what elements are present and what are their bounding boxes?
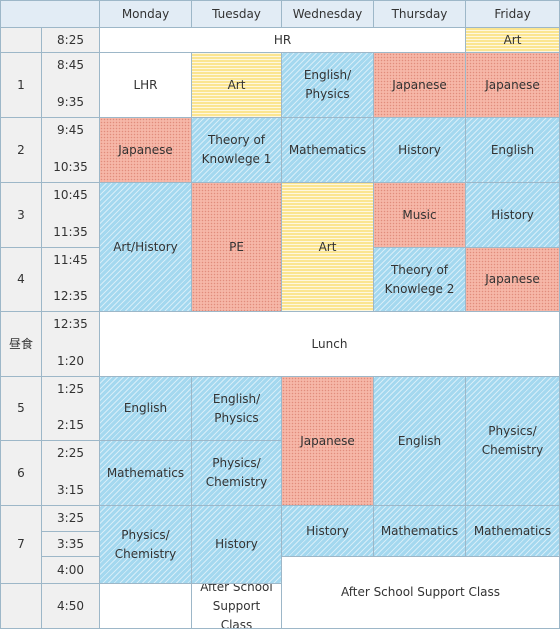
cell-tue-p3-4[interactable]: PE <box>192 183 282 312</box>
cell-mon-p2[interactable]: Japanese <box>100 118 192 183</box>
cell-fri-p2[interactable]: English <box>466 118 560 183</box>
time-period-7-a: 3:25 <box>42 506 100 532</box>
period-lunch-label: 昼食 <box>0 312 42 377</box>
time-period-4: 11:45 12:35 <box>42 248 100 312</box>
cell-fri-p1[interactable]: Japanese <box>466 53 560 118</box>
time-lunch: 12:35 1:20 <box>42 312 100 377</box>
cell-after-school-wed-fri[interactable]: After School Support Class <box>282 557 560 629</box>
cell-tue-after-school[interactable]: After School Support Class <box>192 584 282 629</box>
cell-tue-p1[interactable]: Art <box>192 53 282 118</box>
cell-thu-p7[interactable]: Mathematics <box>374 506 466 557</box>
period-hr-label <box>0 28 42 53</box>
cell-hr[interactable]: HR <box>100 28 466 53</box>
time-start: 8:45 <box>57 58 84 72</box>
time-start: 9:45 <box>57 123 84 137</box>
time-period-3: 10:45 11:35 <box>42 183 100 248</box>
time-period-1: 8:45 9:35 <box>42 53 100 118</box>
cell-fri-p3[interactable]: History <box>466 183 560 248</box>
period-3-label: 3 <box>0 183 42 248</box>
time-period-2: 9:45 10:35 <box>42 118 100 183</box>
cell-thu-p5-6[interactable]: English <box>374 377 466 506</box>
time-start: 1:25 <box>57 382 84 396</box>
cell-tue-p6[interactable]: Physics/ Chemistry <box>192 441 282 506</box>
time-period-7-b: 3:35 <box>42 532 100 557</box>
period-1-label: 1 <box>0 53 42 118</box>
cell-tue-p7[interactable]: History <box>192 506 282 584</box>
cell-thu-p4[interactable]: Theory of Knowlege 2 <box>374 248 466 312</box>
cell-fri-p4[interactable]: Japanese <box>466 248 560 312</box>
time-period-6: 2:25 3:15 <box>42 441 100 506</box>
time-start: 2:25 <box>57 446 84 460</box>
header-friday: Friday <box>466 0 560 28</box>
cell-fri-p5-6[interactable]: Physics/ Chemistry <box>466 377 560 506</box>
time-end: 1:20 <box>57 354 84 368</box>
time-hr: 8:25 <box>42 28 100 53</box>
period-6-label: 6 <box>0 441 42 506</box>
period-4-label: 4 <box>0 248 42 312</box>
time-start: 11:45 <box>53 253 88 267</box>
time-start: 12:35 <box>53 317 88 331</box>
header-wednesday: Wednesday <box>282 0 374 28</box>
cell-wed-p1[interactable]: English/ Physics <box>282 53 374 118</box>
time-period-5: 1:25 2:15 <box>42 377 100 441</box>
cell-mon-after <box>100 584 192 629</box>
cell-wed-p2[interactable]: Mathematics <box>282 118 374 183</box>
time-end: 11:35 <box>53 225 88 239</box>
cell-wed-p3-4[interactable]: Art <box>282 183 374 312</box>
time-end: 3:15 <box>57 483 84 497</box>
cell-wed-p7[interactable]: History <box>282 506 374 557</box>
cell-wed-p5-6[interactable]: Japanese <box>282 377 374 506</box>
time-start: 10:45 <box>53 188 88 202</box>
cell-mon-p1[interactable]: LHR <box>100 53 192 118</box>
cell-lunch[interactable]: Lunch <box>100 312 560 377</box>
time-period-7-c: 4:00 <box>42 557 100 584</box>
time-end: 9:35 <box>57 95 84 109</box>
period-2-label: 2 <box>0 118 42 183</box>
header-thursday: Thursday <box>374 0 466 28</box>
period-5-label: 5 <box>0 377 42 441</box>
time-end: 12:35 <box>53 289 88 303</box>
cell-mon-p3-4[interactable]: Art/History <box>100 183 192 312</box>
time-end: 10:35 <box>53 160 88 174</box>
time-after-school: 4:50 <box>42 584 100 629</box>
cell-mon-p5[interactable]: English <box>100 377 192 441</box>
cell-thu-p2[interactable]: History <box>374 118 466 183</box>
cell-mon-p7[interactable]: Physics/ Chemistry <box>100 506 192 584</box>
time-end: 2:15 <box>57 418 84 432</box>
cell-thu-p3[interactable]: Music <box>374 183 466 248</box>
header-tuesday: Tuesday <box>192 0 282 28</box>
header-monday: Monday <box>100 0 192 28</box>
cell-thu-p1[interactable]: Japanese <box>374 53 466 118</box>
cell-mon-p6[interactable]: Mathematics <box>100 441 192 506</box>
period-after-label <box>0 584 42 629</box>
cell-tue-p5[interactable]: English/ Physics <box>192 377 282 441</box>
header-corner <box>0 0 100 28</box>
cell-friday-hr-art[interactable]: Art <box>466 28 560 53</box>
period-7-label: 7 <box>0 506 42 584</box>
cell-tue-p2[interactable]: Theory of Knowlege 1 <box>192 118 282 183</box>
cell-fri-p7[interactable]: Mathematics <box>466 506 560 557</box>
